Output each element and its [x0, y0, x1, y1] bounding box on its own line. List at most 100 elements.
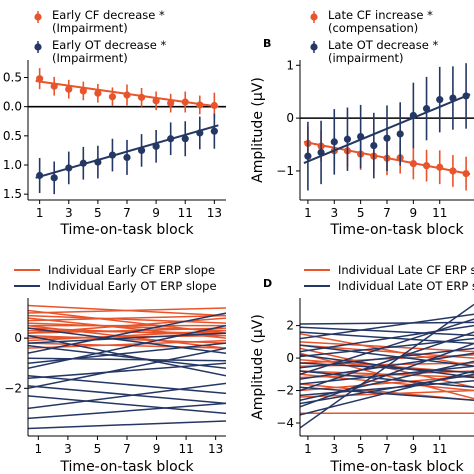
x-tick-label: 1 — [304, 206, 312, 220]
data-point-cf — [181, 98, 189, 106]
data-point-ot — [50, 174, 58, 182]
legend-label: Late OT decrease * — [328, 38, 438, 52]
slope-line-ot — [28, 362, 226, 380]
legend-marker-cf — [34, 13, 42, 21]
y-axis-label: Amplitude (μV) — [250, 314, 266, 420]
data-point-cf — [449, 167, 457, 175]
slope-line-ot — [28, 342, 226, 364]
y-axis-label: Amplitude (μV) — [250, 77, 266, 183]
data-point-ot — [436, 96, 444, 104]
y-tick-label: −4 — [276, 416, 294, 430]
slope-line-ot — [300, 324, 474, 353]
x-tick-label: 11 — [178, 442, 193, 456]
slope-line-ot — [28, 395, 226, 415]
slope-line-cf — [28, 324, 226, 349]
data-point-cf — [36, 75, 44, 83]
slope-line-ot — [28, 385, 226, 405]
x-axis-label: Time-on-task block — [59, 222, 194, 238]
slope-line-ot — [300, 331, 474, 345]
panel-d: 1 3 5 7 9 11 2 0 −2 −4 Time-on-task block Amplitude… — [250, 263, 474, 474]
slope-line-ot — [300, 321, 474, 325]
x-tick-label: 9 — [152, 206, 160, 220]
x-tick-label: 11 — [432, 442, 447, 456]
panel-letter: D — [263, 277, 272, 290]
data-point-cf — [50, 82, 58, 90]
slope-line-ot — [300, 354, 474, 379]
data-point-ot — [65, 164, 73, 172]
x-tick-label: 11 — [178, 206, 193, 220]
data-point-ot — [422, 105, 431, 113]
x-tick-label: 5 — [94, 442, 102, 456]
slope-line-ot — [300, 370, 474, 416]
slope-line-ot — [28, 332, 226, 344]
legend-label: (Impairment) — [52, 21, 128, 35]
data-point-cf — [196, 101, 204, 109]
x-tick-label: 3 — [64, 442, 72, 456]
y-tick-label: 0.5 — [3, 71, 22, 85]
slope-line-ot — [28, 312, 226, 354]
x-tick-label: 7 — [123, 206, 131, 220]
data-point-cf — [65, 85, 73, 93]
slope-line-cf — [28, 307, 226, 314]
y-tick-label: 0 — [286, 351, 294, 365]
data-point-cf — [137, 93, 146, 101]
x-tick-label: 7 — [383, 442, 391, 456]
data-point-ot — [370, 141, 378, 150]
legend-label: (Impairment) — [52, 51, 128, 65]
data-point-ot — [181, 135, 189, 143]
x-tick-label: 9 — [410, 206, 418, 220]
slope-line-cf — [28, 309, 226, 334]
y-tick-label: 2 — [286, 319, 294, 333]
legend-label: Early OT decrease * — [52, 38, 166, 52]
legend-label: Early CF decrease * — [52, 8, 165, 22]
data-point-cf — [422, 162, 431, 170]
data-point-ot — [123, 153, 131, 162]
data-point-ot — [330, 138, 338, 146]
data-point-ot — [462, 92, 470, 100]
x-axis-label: Time-on-task block — [329, 222, 464, 238]
x-tick-label: 3 — [330, 442, 338, 456]
slope-line-ot — [28, 347, 226, 390]
slope-line-ot — [28, 375, 226, 395]
y-tick-label: 1.0 — [3, 158, 22, 172]
y-tick-label: 0 — [14, 331, 22, 345]
slope-line-ot — [28, 334, 226, 377]
slope-line-ot — [300, 360, 474, 402]
plot-area — [300, 303, 474, 429]
data-point-ot — [383, 134, 391, 142]
slope-line-ot — [300, 313, 474, 340]
slope-line-ot — [300, 373, 474, 405]
slope-line-cf — [28, 342, 226, 349]
y-tick-label: −2 — [276, 384, 294, 398]
legend: Individual Late CF ERP slope Individual L… — [304, 263, 474, 293]
data-point-cf — [210, 101, 218, 110]
x-axis-label: Time-on-task block — [329, 459, 464, 474]
data-point-ot — [210, 127, 218, 135]
data-point-ot — [167, 135, 175, 143]
slope-line-ot — [300, 386, 474, 402]
panel-letter: B — [263, 37, 271, 50]
slope-line-ot — [28, 357, 226, 362]
legend-label: Individual Late CF ERP slope — [338, 263, 474, 277]
slope-line-ot — [28, 420, 226, 430]
plot-area — [28, 68, 226, 195]
data-point-cf — [79, 87, 87, 95]
x-tick-label: 9 — [153, 442, 161, 456]
x-tick-label: 1 — [304, 442, 312, 456]
slope-line-ot — [300, 362, 474, 374]
slope-line-cf — [28, 314, 226, 322]
legend: Individual Early CF ERP slope Individual … — [14, 263, 217, 293]
slope-line-ot — [28, 344, 226, 369]
y-tick-label: 1.5 — [3, 187, 22, 201]
x-tick-label: 11 — [432, 206, 447, 220]
slope-line-ot — [28, 402, 226, 420]
x-tick-label: 7 — [383, 206, 391, 220]
data-point-cf — [94, 89, 102, 97]
data-point-ot — [36, 171, 44, 180]
data-point-ot — [357, 133, 365, 141]
data-point-cf — [409, 159, 417, 168]
data-point-ot — [409, 111, 417, 120]
legend: Early CF decrease *(Impairment)Early OT … — [34, 8, 166, 65]
data-point-ot — [317, 148, 325, 157]
slope-line-ot — [300, 370, 474, 389]
